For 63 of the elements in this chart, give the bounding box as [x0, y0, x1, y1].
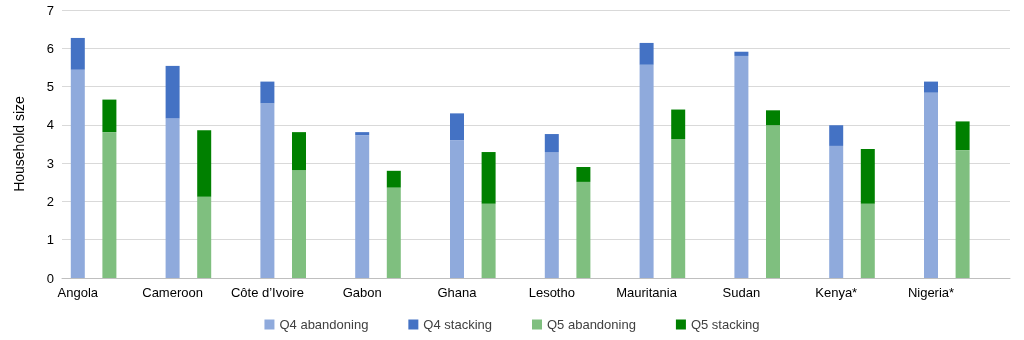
bar — [260, 103, 275, 278]
bar — [355, 132, 370, 136]
y-tick-label: 3 — [46, 155, 54, 171]
bar — [70, 37, 85, 70]
bar — [639, 64, 654, 278]
legend-label: Q5 abandoning — [547, 317, 636, 332]
legend-label: Q4 abandoning — [279, 317, 369, 332]
bar — [671, 139, 686, 278]
y-tick-label: 4 — [46, 117, 54, 133]
bar — [102, 99, 117, 133]
bar — [165, 118, 180, 278]
bar — [955, 121, 970, 151]
y-tick-label: 1 — [46, 232, 54, 248]
y-axis-title: Household size — [11, 95, 27, 192]
bar — [450, 113, 464, 141]
bar — [260, 81, 275, 104]
bar — [734, 51, 749, 56]
x-tick-label: Angola — [57, 285, 99, 300]
bar — [70, 69, 85, 278]
bar — [955, 150, 970, 278]
bar — [481, 152, 496, 204]
x-tick-label: Ghana — [437, 285, 478, 300]
x-tick-label: Gabon — [342, 285, 382, 300]
y-tick-label: 0 — [46, 270, 54, 286]
bar — [734, 55, 749, 278]
y-tick-label: 7 — [46, 2, 54, 18]
bar — [386, 187, 401, 278]
bar — [197, 196, 212, 278]
y-tick-label: 6 — [46, 40, 54, 56]
bar — [924, 81, 938, 93]
y-tick-label: 2 — [46, 193, 54, 209]
bar — [829, 145, 844, 278]
bar — [924, 92, 938, 278]
bar — [165, 65, 180, 119]
x-tick-label: Mauritania — [616, 285, 678, 300]
bar — [576, 166, 591, 182]
bar — [450, 140, 464, 278]
legend-label: Q5 stacking — [690, 317, 760, 332]
bar — [766, 110, 780, 126]
bar — [671, 109, 686, 140]
bar — [292, 170, 306, 278]
bar — [197, 130, 212, 197]
legend-label: Q4 stacking — [423, 317, 493, 332]
bar — [829, 125, 844, 146]
bar — [102, 132, 117, 278]
bar — [355, 135, 370, 278]
bar — [292, 132, 306, 171]
x-tick-label: Nigeria* — [907, 285, 955, 300]
bar — [544, 134, 559, 153]
x-tick-label: Sudan — [722, 285, 761, 300]
bar — [544, 152, 559, 278]
x-tick-label: Lesotho — [528, 285, 575, 300]
bar — [860, 148, 875, 204]
x-tick-label: Kenya* — [815, 285, 858, 300]
bar — [576, 181, 591, 278]
bar — [860, 203, 875, 278]
bar — [766, 125, 780, 278]
bar — [386, 170, 401, 188]
y-tick-label: 5 — [46, 79, 54, 95]
x-tick-label: Cameroon — [142, 285, 203, 300]
bar — [639, 42, 654, 65]
x-tick-label: Côte d’Ivoire — [230, 285, 304, 300]
bar — [481, 203, 496, 278]
